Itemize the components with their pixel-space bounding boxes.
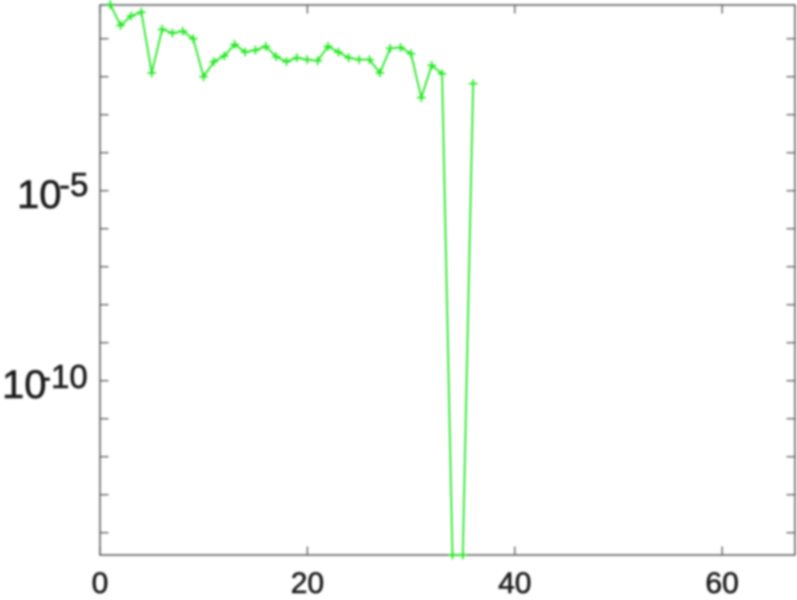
svg-text:-5: -5: [59, 166, 88, 203]
svg-text:10: 10: [17, 173, 62, 217]
svg-text:0: 0: [92, 567, 109, 600]
svg-text:60: 60: [705, 567, 738, 600]
svg-text:-10: -10: [40, 358, 88, 395]
svg-text:40: 40: [498, 567, 531, 600]
svg-text:20: 20: [291, 567, 324, 600]
